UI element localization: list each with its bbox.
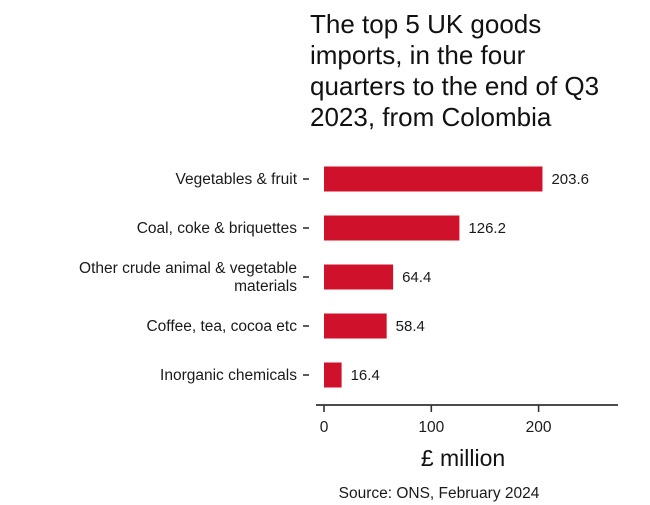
x-axis-title: £ million (421, 445, 505, 471)
bar-3 (324, 264, 394, 290)
value-label-5: 16.4 (351, 367, 380, 384)
title-line-4: 2023, from Colombia (310, 102, 552, 132)
x-tick-label-200: 200 (526, 419, 552, 436)
value-label-3: 64.4 (402, 269, 431, 286)
value-label-1: 203.6 (551, 171, 589, 188)
value-label-2: 126.2 (468, 220, 506, 237)
title-line-2: imports, in the four (310, 40, 526, 70)
title-line-3: quarters to the end of Q3 (310, 71, 599, 101)
bars (324, 166, 543, 388)
x-tick-label-100: 100 (418, 419, 444, 436)
category-label-5: Inorganic chemicals (160, 367, 297, 384)
category-label-1: Vegetables & fruit (176, 171, 298, 188)
bar-2 (324, 215, 460, 241)
category-label-3-line-2: materials (234, 278, 297, 295)
source-note: Source: ONS, February 2024 (339, 485, 540, 502)
category-label-2: Coal, coke & briquettes (137, 220, 298, 237)
bar-5 (324, 362, 342, 388)
category-label-4: Coffee, tea, cocoa etc (146, 318, 297, 335)
x-axis: 0 100 200 (316, 404, 618, 436)
category-labels: Vegetables & fruit Coal, coke & briquette… (79, 171, 309, 384)
x-tick-label-0: 0 (320, 419, 329, 436)
value-labels: 203.6 126.2 64.4 58.4 16.4 (351, 171, 589, 384)
bar-4 (324, 313, 387, 339)
bar-1 (324, 166, 543, 192)
value-label-4: 58.4 (396, 318, 425, 335)
category-label-3-line-1: Other crude animal & vegetable (79, 260, 297, 277)
title-line-1: The top 5 UK goods (310, 9, 541, 39)
